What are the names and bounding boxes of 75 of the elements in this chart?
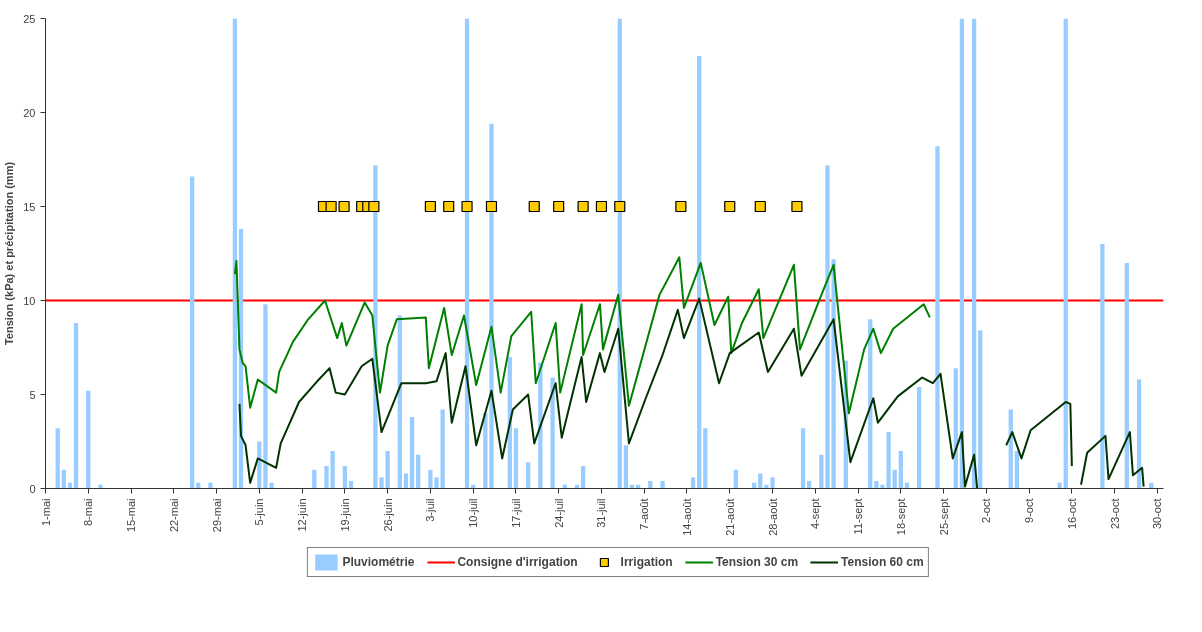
bar bbox=[513, 428, 519, 489]
bar bbox=[935, 146, 940, 489]
bar bbox=[733, 469, 738, 489]
bar bbox=[232, 18, 238, 489]
x-tick-label: 19-juin bbox=[338, 498, 351, 532]
x-tick-label: 16-oct bbox=[1065, 498, 1078, 530]
x-tick-label: 23-oct bbox=[1108, 498, 1121, 530]
x-tick-label: 18-sept bbox=[894, 498, 907, 536]
legend-label: Irrigation bbox=[620, 555, 673, 569]
y-axis-title: Tension (kPa) et précipitation (mm) bbox=[3, 161, 16, 346]
x-tick-label: 24-juil bbox=[552, 498, 565, 528]
x-tick-label: 28-août bbox=[766, 498, 779, 536]
y-tick-label: 25 bbox=[23, 12, 36, 25]
bar bbox=[1014, 450, 1020, 489]
bar bbox=[971, 18, 977, 489]
x-tick-label: 9-oct bbox=[1023, 498, 1036, 523]
x-tick-label: 22-mai bbox=[167, 498, 180, 533]
x-tick-label: 4-sept bbox=[809, 498, 822, 530]
bar bbox=[703, 428, 708, 489]
bar bbox=[697, 56, 702, 489]
y-tick-label: 0 bbox=[29, 482, 36, 495]
x-tick-label: 14-août bbox=[680, 498, 693, 536]
bar bbox=[660, 480, 665, 489]
legend-label: Consigne d'irrigation bbox=[457, 555, 578, 569]
x-tick-label: 26-juin bbox=[381, 498, 394, 532]
x-tick-label: 29-mai bbox=[210, 498, 223, 533]
bar bbox=[1124, 262, 1129, 489]
y-tick-label: 10 bbox=[23, 294, 36, 307]
bar bbox=[55, 428, 60, 489]
x-tick-label: 31-juil bbox=[595, 498, 608, 528]
x-tick-label: 2-oct bbox=[980, 498, 993, 523]
legend-label: Tension 30 cm bbox=[715, 555, 799, 569]
x-tick-label: 21-août bbox=[723, 498, 736, 536]
bar bbox=[86, 390, 91, 489]
x-tick-label: 1-mai bbox=[39, 498, 52, 527]
bar bbox=[1100, 244, 1105, 489]
y-tick-label: 20 bbox=[23, 106, 36, 119]
x-tick-label: 25-sept bbox=[937, 498, 950, 536]
x-tick-label: 12-juin bbox=[296, 498, 309, 532]
x-tick-label: 10-juil bbox=[467, 498, 480, 528]
x-tick-label: 5-juin bbox=[253, 498, 266, 526]
bar bbox=[690, 477, 696, 489]
y-tick-label: 5 bbox=[29, 388, 36, 401]
bar bbox=[416, 454, 421, 489]
bar bbox=[916, 386, 922, 489]
x-tick-label: 30-oct bbox=[1151, 498, 1164, 530]
x-tick-label: 3-juil bbox=[424, 498, 437, 522]
bar bbox=[1063, 18, 1068, 489]
bar bbox=[342, 465, 347, 489]
x-tick-label: 8-mai bbox=[82, 498, 95, 527]
x-tick-label: 15-mai bbox=[125, 498, 138, 533]
bar bbox=[580, 465, 586, 489]
bar bbox=[758, 473, 763, 489]
bar bbox=[98, 484, 103, 489]
bar bbox=[526, 462, 531, 489]
bar bbox=[208, 482, 213, 489]
y-tick-label: 15 bbox=[23, 200, 36, 213]
bar bbox=[1136, 379, 1142, 489]
bar bbox=[61, 469, 66, 489]
bar bbox=[550, 377, 555, 489]
bar bbox=[898, 450, 903, 489]
bar bbox=[73, 323, 79, 489]
bar bbox=[403, 473, 409, 489]
legend-label: Pluviométrie bbox=[342, 555, 415, 569]
bar bbox=[892, 469, 897, 489]
bar bbox=[623, 445, 629, 489]
bar bbox=[189, 176, 195, 489]
bar bbox=[978, 330, 983, 489]
bar bbox=[409, 417, 415, 489]
bar bbox=[312, 469, 317, 489]
x-tick-label: 11-sept bbox=[852, 498, 865, 535]
legend-label: Tension 60 cm bbox=[841, 555, 924, 569]
x-tick-label: 17-juil bbox=[509, 498, 522, 528]
bar bbox=[800, 428, 806, 489]
x-tick-label: 7-août bbox=[638, 498, 651, 530]
